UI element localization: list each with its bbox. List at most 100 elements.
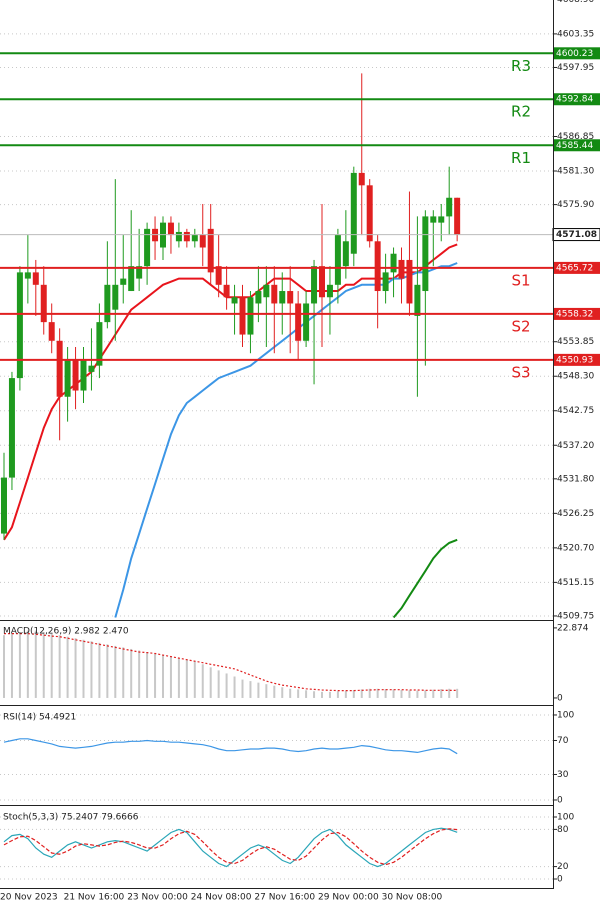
histogram-bar [18,632,21,698]
panel-label: RSI(14) 54.4921 [3,713,76,723]
candle-body [215,266,222,285]
level-tag [553,307,600,320]
histogram-bar [34,630,37,698]
histogram-bar [305,690,308,698]
candle-body [311,266,318,304]
candle-body [64,359,71,397]
y-tick-label: 30 [557,770,569,780]
y-tick-label: 4575.90 [557,200,594,210]
panel [0,816,553,880]
level-tag-label: 4565.72 [556,263,593,273]
y-tick-label: 4603.35 [557,29,594,39]
candle-body [382,272,389,292]
x-tick-label: 29 Nov 00:00 [318,893,379,903]
candle-body [120,278,127,285]
histogram-bar [368,688,371,698]
x-tick-label: 30 Nov 08:00 [382,893,443,903]
y-tick-label: 4553.85 [557,337,594,347]
histogram-bar [42,632,45,698]
candle-body [112,284,119,310]
histogram-bar [265,684,268,698]
level-tag-label: 4592.84 [556,95,593,105]
level-name: R3 [511,57,531,75]
candle-body [48,322,55,341]
level-tag-label: 4585.44 [556,141,593,151]
panel-label: MACD(12,26,9) 2.982 2.470 [3,627,129,637]
candle-body [207,228,214,273]
histogram-bar [400,689,403,698]
y-tick-label: 20 [557,862,569,872]
candle-body [191,235,198,242]
indicator-line [392,538,458,619]
histogram-bar [177,658,180,698]
candle-body [287,291,294,304]
candle-body [239,297,246,335]
candle-body [80,359,87,391]
histogram-bar [90,641,93,698]
histogram-bar [10,633,13,698]
histogram-bar [58,635,61,698]
candle-body [104,284,111,323]
candle-body [358,172,365,186]
candle-body [40,284,47,323]
candle-body [438,216,445,223]
y-tick-label: 4608.90 [557,0,594,5]
indicator-line [3,738,458,755]
indicator-line [4,633,458,692]
histogram-bar [376,688,379,698]
histogram-bar [384,689,387,698]
y-tick-label: 4515.15 [557,578,594,588]
candle-body [231,297,238,304]
indicator-line [114,262,458,618]
candle-body [366,185,373,242]
candle-body [32,272,39,285]
candle-body [136,266,143,279]
histogram-bar [26,630,29,698]
y-tick-label: 4537.20 [557,441,594,451]
candle-body [279,291,286,304]
level-tag-label: 4550.93 [556,355,593,365]
candle-body [422,216,429,292]
histogram-bar [360,689,363,698]
histogram-bar [193,661,196,698]
x-tick-label: 24 Nov 08:00 [191,893,252,903]
histogram-bar [289,688,292,698]
histogram-bar [98,642,101,698]
candle-body [398,259,405,279]
candle-body [350,172,357,254]
candle-body [319,266,325,298]
histogram-bar [416,690,419,698]
candle-body [263,284,270,298]
histogram-bar [82,639,85,698]
histogram-bar [162,655,164,698]
candle-body [247,297,254,335]
histogram-bar [138,650,141,698]
histogram-bar [440,689,443,698]
last-price-label: 4571.08 [556,230,597,240]
candle-body [72,359,79,391]
histogram-bar [336,691,339,698]
y-tick-label: 0 [557,795,563,805]
histogram-bar [328,691,331,698]
candle-body [326,284,333,298]
candle-body [390,253,397,273]
histogram-bar [154,653,157,698]
y-tick-label: 100 [557,812,574,822]
histogram-bar [217,670,220,698]
panel [0,714,553,801]
y-tick-label: 4597.95 [557,63,594,73]
histogram-bar [273,685,276,698]
level-name: S1 [511,271,530,289]
histogram-bar [233,676,236,698]
histogram-bar [185,659,188,698]
y-tick-label: 4531.80 [557,474,594,484]
candle-body [128,266,135,292]
histogram-bar [130,648,133,698]
candle-body [96,322,103,366]
candle-body [199,235,206,248]
histogram-bar [432,689,435,698]
candle-body [24,272,31,279]
level-name: S2 [511,317,530,335]
